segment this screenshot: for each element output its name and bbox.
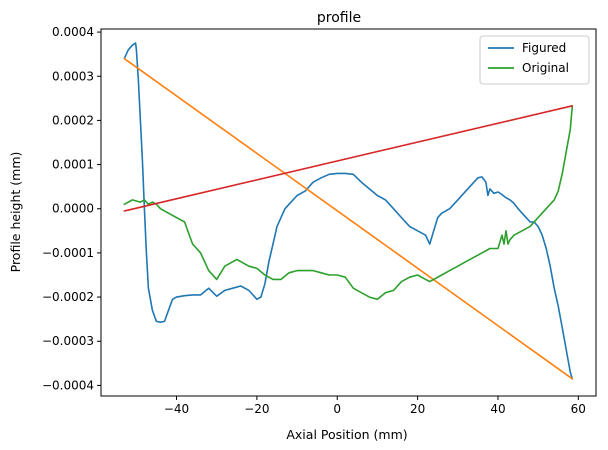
legend-label-figured: Figured — [522, 41, 566, 55]
axes: −40 −20 0 20 40 60 −0.0004 −0.0003 −0.0002 −0.000… — [42, 25, 586, 416]
series-line-original — [123, 105, 574, 301]
y-tick-label: −0.0001 — [42, 246, 94, 260]
x-tick-label: 60 — [571, 402, 586, 416]
y-tick-label: −0.0003 — [42, 334, 94, 348]
x-tick-label: 40 — [490, 402, 505, 416]
y-axis-label: Profile height (mm) — [8, 152, 23, 273]
y-tick-label: 0.0000 — [52, 202, 94, 216]
plot-area — [101, 29, 596, 396]
y-tick-label: −0.0002 — [42, 290, 94, 304]
x-tick-label: −40 — [164, 402, 189, 416]
x-tick-label: −20 — [244, 402, 269, 416]
x-axis-label: Axial Position (mm) — [286, 427, 407, 442]
x-tick-label: 0 — [333, 402, 341, 416]
series-lines — [123, 42, 574, 380]
y-tick-label: 0.0003 — [52, 69, 94, 83]
y-tick-label: 0.0002 — [52, 113, 94, 127]
series-line-2 — [123, 57, 574, 380]
y-tick-label: −0.0004 — [42, 378, 94, 392]
plot-frame — [100, 28, 597, 397]
legend-label-original: Original — [522, 61, 569, 75]
series-line-4 — [123, 105, 574, 212]
legend: Figured Original — [479, 35, 590, 85]
x-tick-label: 20 — [410, 402, 425, 416]
y-tick-label: 0.0001 — [52, 158, 94, 172]
y-tick-label: 0.0004 — [52, 25, 94, 39]
chart-title: profile — [317, 10, 361, 26]
series-line-figured — [123, 42, 574, 380]
